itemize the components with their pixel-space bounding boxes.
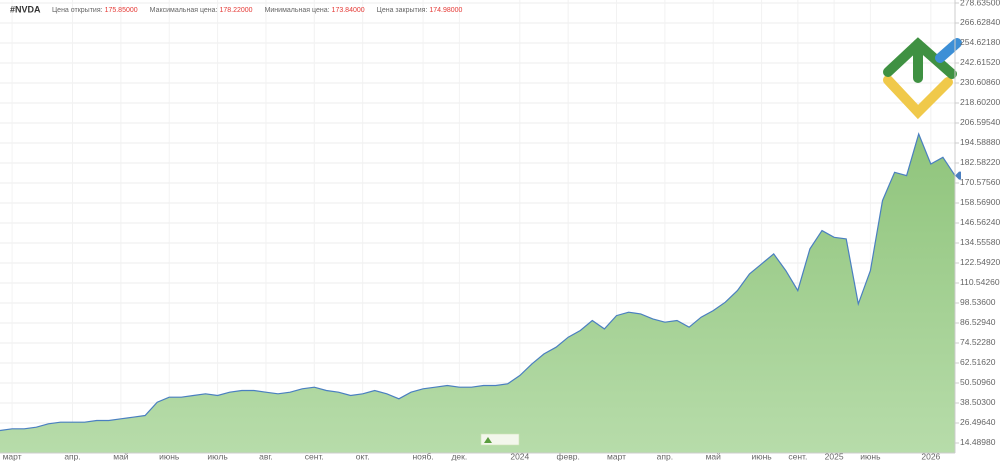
y-tick-label: 254.62180 xyxy=(960,37,1000,47)
x-tick-label: май xyxy=(113,451,129,461)
plot xyxy=(0,132,961,453)
y-tick-label: 26.49640 xyxy=(960,417,996,427)
y-tick-label: 230.60860 xyxy=(960,77,1000,87)
x-tick-label: 2024 xyxy=(510,451,529,461)
stat-value: 173.84000 xyxy=(332,7,365,14)
x-tick-label: июнь xyxy=(860,451,881,461)
y-tick-label: 206.59540 xyxy=(960,117,1000,127)
stat-label: Цена открытия: xyxy=(52,7,103,14)
y-tick-label: 14.48980 xyxy=(960,437,996,447)
x-tick-label: март xyxy=(3,451,22,461)
y-tick-label: 170.57560 xyxy=(960,177,1000,187)
x-tick-label: июнь xyxy=(751,451,772,461)
y-tick-label: 50.50960 xyxy=(960,377,996,387)
y-tick-label: 98.53600 xyxy=(960,297,996,307)
y-tick-label: 278.63500 xyxy=(960,0,1000,7)
x-tick-label: июнь xyxy=(159,451,180,461)
stat-value: 178.22000 xyxy=(219,7,252,14)
y-tick-label: 146.56240 xyxy=(960,217,1000,227)
x-tick-label: апр. xyxy=(64,451,80,461)
y-tick-label: 242.61520 xyxy=(960,57,1000,67)
y-tick-label: 110.54260 xyxy=(960,277,1000,287)
chart-title: #NVDA xyxy=(10,4,41,14)
x-tick-label: дек. xyxy=(451,451,467,461)
y-tick-label: 218.60200 xyxy=(960,97,1000,107)
y-tick-label: 182.58220 xyxy=(960,157,1000,167)
y-tick-label: 122.54920 xyxy=(960,257,1000,267)
x-tick-label: сент. xyxy=(305,451,324,461)
x-tick-label: 2025 xyxy=(825,451,844,461)
y-tick-label: 38.50300 xyxy=(960,397,996,407)
x-tick-label: июль xyxy=(207,451,228,461)
stat-label: Минимальная цена: xyxy=(265,7,330,14)
x-tick-label: авг. xyxy=(259,451,273,461)
header: #NVDA Цена открытия: 175.85000 Максимальная… xyxy=(10,4,463,14)
stat-value: 174.98000 xyxy=(429,7,462,14)
x-tick-label: март xyxy=(607,451,626,461)
x-tick-label: май xyxy=(706,451,722,461)
y-tick-label: 134.55580 xyxy=(960,237,1000,247)
x-tick-label: окт. xyxy=(356,451,370,461)
grid xyxy=(0,0,959,453)
last-price-marker xyxy=(955,171,961,180)
y-tick-label: 62.51620 xyxy=(960,357,996,367)
logo xyxy=(883,37,962,120)
stat-value: 175.85000 xyxy=(105,7,138,14)
line xyxy=(0,132,956,432)
y-tick-label: 86.52940 xyxy=(960,317,996,327)
x-tick-label: апр. xyxy=(657,451,673,461)
y-tick-label: 158.56900 xyxy=(960,197,1000,207)
x-tick-label: февр. xyxy=(557,451,580,461)
y-tick-label: 74.52280 xyxy=(960,337,996,347)
x-tick-label: сент. xyxy=(788,451,807,461)
stat-label: Цена закрытия: xyxy=(377,7,428,14)
watermark xyxy=(480,433,520,446)
x-tick-label: нояб. xyxy=(412,451,433,461)
y-tick-label: 194.58880 xyxy=(960,137,1000,147)
y-tick-label: 266.62840 xyxy=(960,17,1000,27)
area xyxy=(0,134,955,453)
x-tick-label: 2026 xyxy=(921,451,940,461)
stat-label: Максимальная цена: xyxy=(150,7,218,14)
